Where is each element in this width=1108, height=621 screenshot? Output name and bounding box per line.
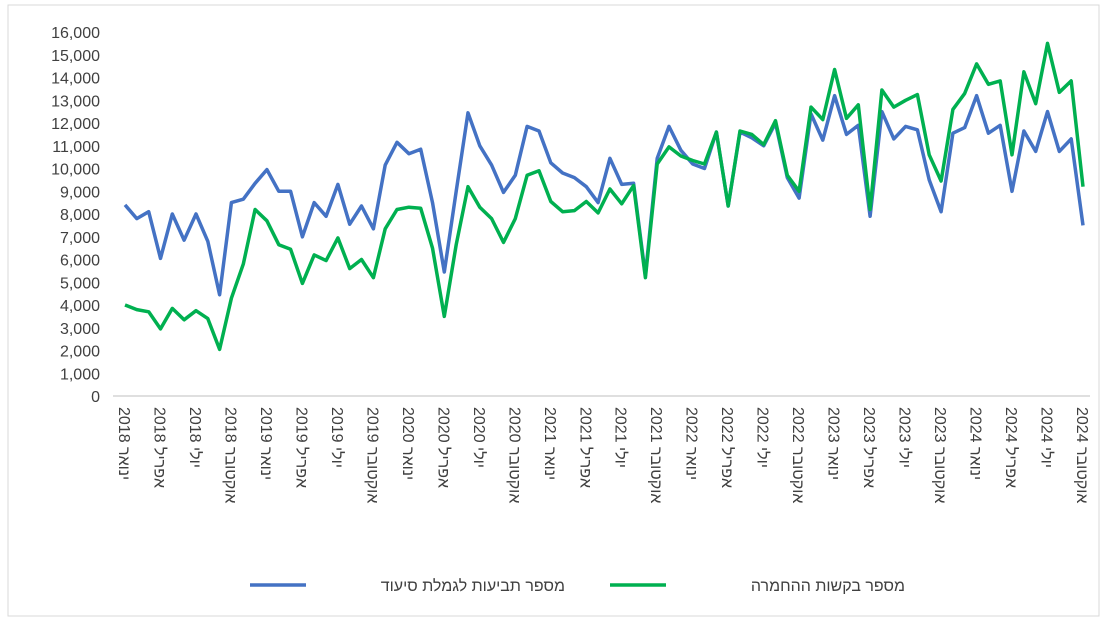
x-tick-label: אוקטובר 2021 [647,407,664,503]
x-tick-label: יולי 2024 [1038,407,1056,468]
x-tick-label: אפריל 2022 [718,407,736,488]
x-tick-label: אוקטובר 2022 [789,407,806,503]
y-tick-label: 10,000 [51,162,100,179]
y-tick-label: 16,000 [51,25,100,42]
legend-label: מספר תביעות לגמלת סיעוד [381,577,565,595]
x-tick-label: יולי 2019 [328,407,346,468]
x-tick-label: ינואר 2023 [825,407,842,480]
y-tick-label: 12,000 [51,116,100,133]
x-tick-label: אפריל 2018 [150,407,168,488]
y-tick-label: 11,000 [52,139,100,156]
x-tick-label: יולי 2022 [754,407,772,468]
y-tick-label: 0 [91,389,100,406]
x-tick-label: ינואר 2019 [257,407,274,480]
legend-label: מספר בקשות ההחמרה [751,578,905,595]
x-tick-label: אפריל 2019 [292,407,310,488]
y-tick-label: 5,000 [60,275,100,292]
y-tick-label: 7,000 [60,230,100,247]
series-line [124,41,1085,352]
x-tick-label: ינואר 2018 [115,407,132,480]
y-tick-label: 1,000 [60,366,100,383]
x-tick-label: ינואר 2022 [683,407,700,480]
y-tick-label: 9,000 [60,184,100,201]
x-tick-label: אפריל 2021 [576,407,594,488]
x-tick-label: אוקטובר 2023 [931,407,948,503]
y-tick-label: 6,000 [60,253,100,270]
y-tick-label: 4,000 [60,298,100,315]
x-tick-label: יולי 2020 [470,407,488,468]
chart-frame [7,4,1100,617]
x-tick-label: אפריל 2020 [434,407,452,488]
series-line [123,93,1085,297]
x-tick-label: אוקטובר 2019 [363,407,380,503]
x-tick-label: יולי 2023 [896,407,914,468]
x-tick-label: יולי 2021 [612,407,630,468]
y-tick-label: 13,000 [51,93,100,110]
y-tick-label: 14,000 [51,71,100,88]
x-tick-label: ינואר 2020 [399,407,416,480]
x-tick-label: ינואר 2021 [541,407,558,480]
x-tick-label: אוקטובר 2018 [221,407,238,503]
y-tick-label: 2,000 [60,344,100,361]
x-tick-label: ינואר 2024 [967,407,984,480]
x-tick-label: אוקטובר 2020 [505,407,522,503]
y-tick-label: 15,000 [51,48,100,65]
x-tick-label: אפריל 2024 [1002,407,1020,488]
x-tick-label: יולי 2018 [186,407,204,468]
y-tick-label: 8,000 [60,207,100,224]
y-tick-label: 3,000 [60,321,100,338]
x-tick-label: אוקטובר 2024 [1073,407,1090,503]
x-tick-label: אפריל 2023 [860,407,878,488]
